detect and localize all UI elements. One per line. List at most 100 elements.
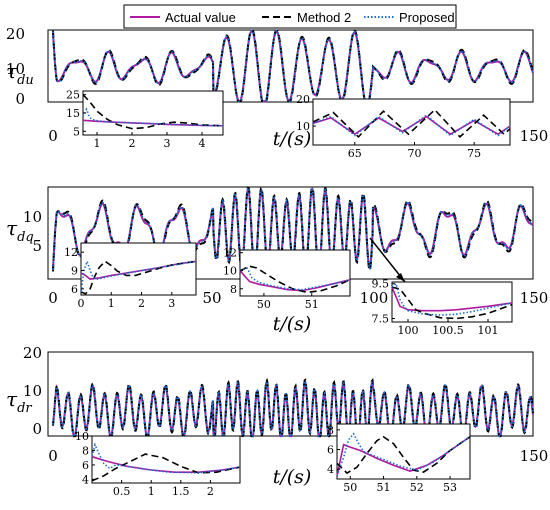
panel-3-inset-1-ytick-label: 4 — [82, 473, 89, 486]
panel-2-inset-2-series-proposed — [239, 266, 351, 291]
panel-3-ylabel-symbol: τ — [6, 387, 18, 411]
panel-2-inset-3-xtick-label: 100 — [398, 324, 419, 337]
panel-3-inset-1-xtick-label: 1 — [148, 485, 155, 498]
panel-3-inset-1: 0.5 1 1.5 2 46 810 — [75, 430, 241, 498]
panel-1-xtick-150: 150 — [520, 127, 549, 145]
panel-2-inset-2-ytick-label: 8 — [230, 283, 237, 296]
panel-1-inset-1-ytick-label: 5 — [73, 125, 80, 138]
panel-3-inset-1-ytick-label: 8 — [82, 444, 89, 457]
panel-2-inset-2-frame — [239, 249, 351, 297]
panel-3-ylabel-sub: dr — [17, 401, 32, 416]
panel-1-inset-1-frame — [82, 90, 224, 136]
panel-2-inset-1-ytick-label: 9 — [71, 265, 78, 278]
legend-label-method2: Method 2 — [297, 10, 351, 25]
panel-2-inset-2-series-method2 — [239, 265, 351, 294]
panel-1-inset-2-xtick-label: 65 — [348, 147, 362, 160]
panel-2-series-proposed — [52, 185, 534, 275]
panel-3-ylabel: τdr — [6, 387, 32, 416]
panel-1-ylabel-symbol: τ — [6, 59, 18, 83]
panel-3-inset-1-xtick-label: 1.5 — [172, 485, 190, 498]
panel-1-inset-2: 65 70 75 10 20 — [296, 93, 511, 160]
legend: Actual value Method 2 Proposed — [123, 4, 457, 29]
panel-2-xtick-0: 0 — [48, 289, 58, 307]
panel-2-inset-3-xtick-label: 101 — [478, 324, 499, 337]
panel-1-inset-2-series-proposed — [312, 114, 511, 137]
panel-1-ytick-0: 0 — [15, 90, 25, 108]
panel-2-inset-2-ytick-label: 10 — [223, 265, 237, 278]
panel-2-xtick-150: 150 — [520, 289, 549, 307]
panel-3-ytick-10: 10 — [23, 382, 42, 400]
panel-1-lines — [52, 29, 534, 103]
panel-2-inset-1-xtick-label: 3 — [168, 297, 175, 310]
panel-2-xtick-100: 100 — [360, 289, 389, 307]
panel-3-inset-1-ytick-label: 10 — [75, 430, 89, 443]
panel-3-inset-2-xtick-label: 51 — [377, 481, 391, 494]
panel-3-inset-1-series-actual — [91, 455, 241, 474]
panel-1-xlabel: t/(s) — [273, 128, 312, 150]
panel-2-ylabel-sub: dq — [17, 230, 34, 245]
panel-1-inset-1: 1 2 3 4 5 15 25 — [66, 89, 224, 150]
panel-3-inset-2-xtick-label: 50 — [343, 481, 357, 494]
panel-2-inset-2-xtick-label: 51 — [305, 298, 319, 311]
panel-3-inset-2: 50 51 52 53 4 6 8 — [327, 423, 471, 494]
panel-1: 20 10 0 τdu 0 150 t/(s) 1 2 3 4 5 15 25 65 70 75… — [6, 25, 548, 160]
legend-label-proposed: Proposed — [399, 10, 455, 25]
panel-3-inset-1-series-proposed — [91, 442, 241, 474]
panel-2-inset-3-ytick-label: 9.5 — [372, 278, 390, 291]
panel-2-inset-1-ytick-label: 6 — [71, 283, 78, 296]
panel-3-inset-1-ytick-label: 6 — [82, 459, 89, 472]
panel-2-inset-3-series-proposed — [391, 282, 513, 316]
panel-1-series-proposed — [52, 29, 534, 103]
panel-1-inset-2-ytick-label: 20 — [296, 93, 310, 106]
panel-1-inset-2-ytick-label: 10 — [296, 120, 310, 133]
panel-2-inset-3-xtick-label: 100.5 — [432, 324, 464, 337]
panel-1-xtick-0: 0 — [48, 127, 58, 145]
panel-2-inset-1-xtick-label: 2 — [138, 297, 145, 310]
panel-1-ylabel: τdu — [6, 59, 34, 88]
panel-1-ytick-10: 10 — [6, 60, 25, 78]
panel-1-inset-2-series-method2 — [312, 108, 511, 139]
panel-1-inset-1-series-proposed — [82, 107, 224, 127]
panel-2-inset-1-series-proposed — [80, 258, 197, 293]
panel-2-xtick-50: 50 — [202, 289, 221, 307]
panel-2-inset-1-series-method2 — [80, 260, 197, 295]
panel-2-inset-3-frame — [391, 281, 513, 323]
panel-3-inset-1-xtick-label: 0.5 — [113, 485, 131, 498]
panel-3-inset-2-xtick-label: 53 — [443, 481, 457, 494]
panel-2-ylabel: τdq — [6, 216, 34, 245]
legend-label-actual: Actual value — [165, 10, 236, 25]
panel-3-inset-2-series-proposed — [336, 432, 471, 477]
panel-1-inset-1-xtick-label: 3 — [164, 137, 171, 150]
panel-3-ytick-20: 20 — [23, 344, 42, 362]
panel-3-inset-2-xtick-label: 52 — [410, 481, 424, 494]
panel-2-inset-3-series-actual — [391, 286, 513, 312]
panel-2-zoom-arrowhead — [396, 273, 405, 282]
panel-1-inset-1-series-method2 — [82, 94, 224, 130]
panel-3-inset-1-xtick-label: 2 — [207, 485, 214, 498]
panel-2-ytick-5: 5 — [32, 237, 42, 255]
panel-1-inset-1-xtick-label: 2 — [129, 137, 136, 150]
panel-2-inset-1-xtick-label: 0 — [78, 297, 85, 310]
panel-2-xlabel: t/(s) — [273, 313, 312, 335]
panel-1-inset-1-ytick-label: 25 — [66, 89, 80, 102]
panel-3-inset-2-series-method2 — [336, 435, 471, 475]
panel-2-inset-2-xtick-label: 50 — [257, 298, 271, 311]
panel-3-inset-2-ytick-label: 8 — [327, 424, 334, 437]
panel-2-inset-1-frame — [80, 242, 197, 296]
panel-3-inset-2-ytick-label: 6 — [327, 444, 334, 457]
panel-3-xtick-150: 150 — [520, 447, 549, 465]
panel-1-inset-2-xtick-label: 75 — [467, 147, 481, 160]
panel-2-inset-1-ytick-label: 12 — [64, 246, 78, 259]
panel-3-xlabel: t/(s) — [273, 466, 312, 488]
panel-2-inset-3-ytick-label: 7.5 — [372, 313, 390, 326]
panel-1-ytick-20: 20 — [6, 25, 25, 43]
panel-2-inset-2-ytick-label: 12 — [223, 247, 237, 260]
panel-2-inset-2: 50 51 8 10 12 — [223, 247, 351, 311]
panel-1-inset-1-xtick-label: 4 — [199, 137, 206, 150]
panel-1-inset-1-xtick-label: 1 — [94, 137, 101, 150]
panel-1-ylabel-sub: du — [17, 73, 34, 88]
